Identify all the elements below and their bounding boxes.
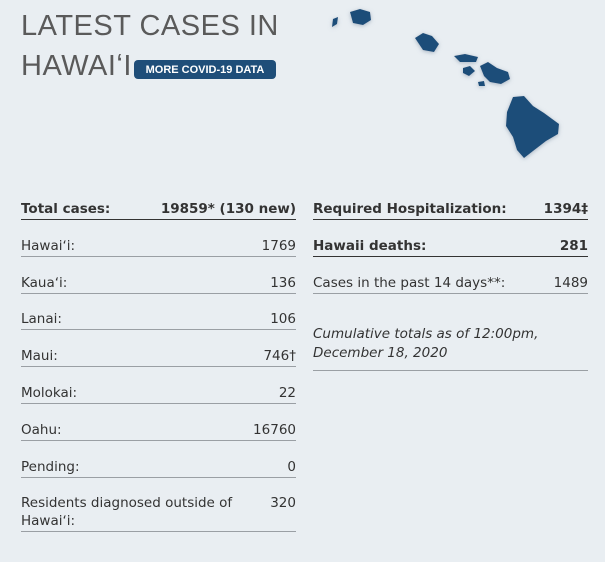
row-label: Kauaʻi:	[21, 274, 68, 291]
table-row: Hawaiʻi: 1769	[21, 237, 296, 257]
table-row: Total cases: 19859* (130 new)	[21, 200, 296, 220]
table-row: Kauaʻi: 136	[21, 274, 296, 294]
row-label: Total cases:	[21, 201, 111, 217]
table-row: Lanai: 106	[21, 310, 296, 331]
table-row: Pending: 0	[21, 458, 296, 478]
table-row: Maui: 746†	[21, 347, 296, 368]
row-label: Lanai:	[21, 311, 62, 328]
row-value: 22	[278, 385, 296, 401]
table-row: Hawaii deaths: 281	[313, 237, 588, 257]
row-value: 281	[559, 237, 588, 254]
row-value: 16760	[253, 421, 296, 438]
hawaii-map	[332, 9, 559, 158]
more-data-button[interactable]: MORE COVID-19 DATA	[134, 60, 276, 79]
row-value: 1394‡	[543, 201, 588, 217]
row-label: Pending:	[21, 458, 80, 475]
row-label: Residents diagnosed outside of Hawaiʻi:	[21, 495, 233, 530]
table-row: Cases in the past 14 days**: 1489	[313, 274, 588, 294]
row-label: Maui:	[21, 348, 58, 365]
row-label: Hawaiʻi:	[21, 237, 76, 254]
row-value: 1489	[553, 274, 588, 291]
row-label: Oahu:	[21, 421, 62, 438]
row-value: 320	[270, 495, 296, 512]
row-value: 19859* (130 new)	[160, 201, 296, 217]
table-row: Molokai: 22	[21, 384, 296, 404]
title-line: HAWAIʻI	[21, 50, 132, 82]
row-value: 136	[270, 274, 296, 291]
row-label: Required Hospitalization:	[313, 201, 507, 217]
table-row: Residents diagnosed outside of Hawaiʻi: 3…	[21, 494, 296, 533]
row-label: Hawaii deaths:	[313, 237, 427, 254]
row-label: Cases in the past 14 days**:	[313, 274, 506, 291]
row-label: Molokai:	[21, 385, 78, 401]
row-value: 106	[270, 311, 296, 328]
title-line: LATEST CASES IN	[21, 10, 279, 42]
note: Cumulative totals as of 12:00pm, Decembe…	[313, 325, 588, 371]
table-row: Oahu: 16760	[21, 421, 296, 441]
row-value: 1769	[261, 237, 296, 254]
table-row: Required Hospitalization: 1394‡	[313, 200, 588, 220]
row-value: 746†	[263, 348, 296, 365]
row-value: 0	[287, 458, 296, 475]
